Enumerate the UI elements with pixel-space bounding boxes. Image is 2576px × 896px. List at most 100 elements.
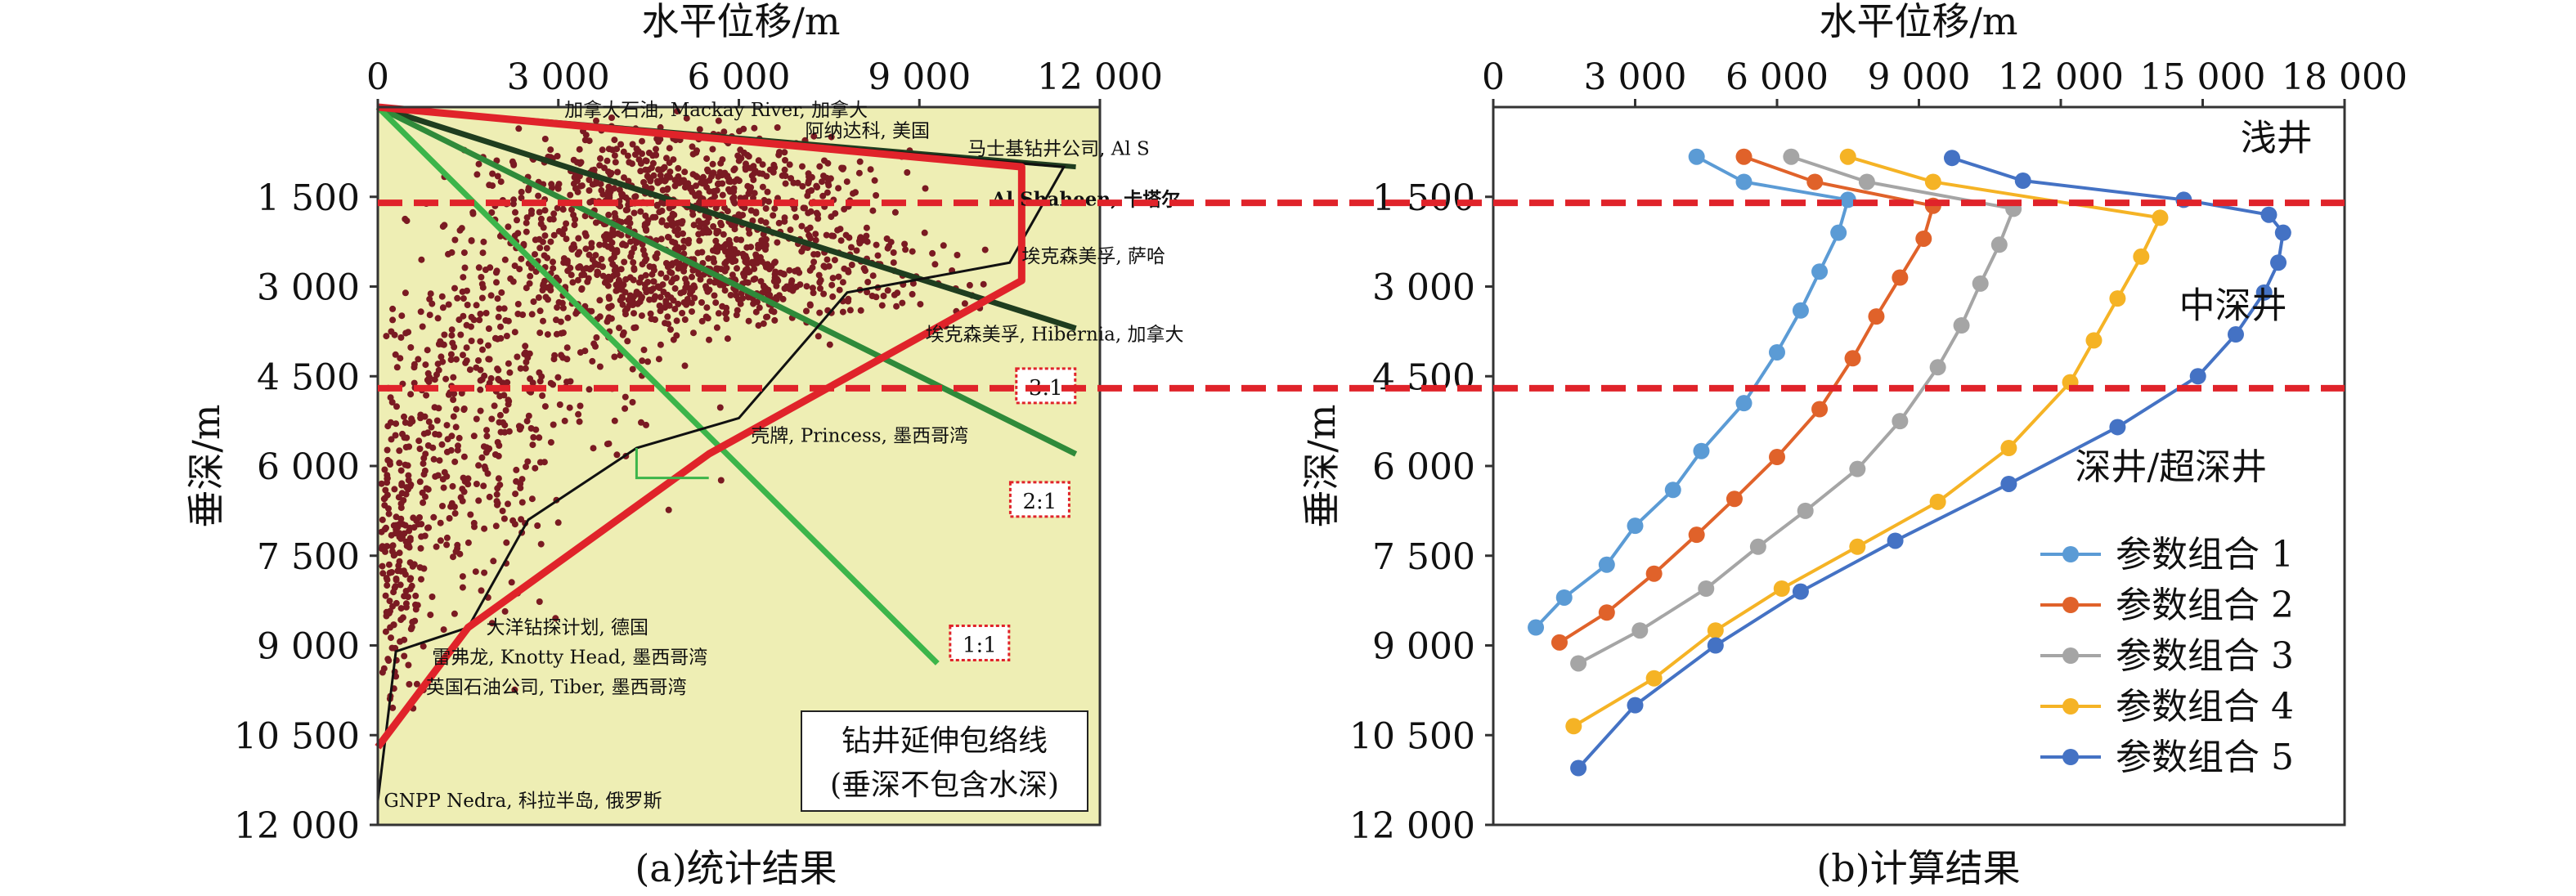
legend-item-2: 参数组合 2 xyxy=(2040,585,2294,626)
series-line xyxy=(1577,156,2285,769)
y-tick-label: 1 500 xyxy=(257,177,360,219)
x-tick-label: 3 000 xyxy=(1584,56,1687,98)
series-point xyxy=(1929,493,1946,510)
envelope-red-line xyxy=(375,103,1025,750)
y-tick-label: 4 500 xyxy=(257,356,360,398)
series-point xyxy=(1627,697,1644,714)
y-tick-label: 12 000 xyxy=(234,805,360,847)
legend-swatch-marker xyxy=(2062,749,2079,765)
legend-item-3: 参数组合 3 xyxy=(2040,635,2294,677)
x-tick-label: 6 000 xyxy=(688,56,791,98)
legend-label: 参数组合 2 xyxy=(2116,585,2294,626)
x-tick-label: 18 000 xyxy=(2282,56,2408,98)
y-tick-label: 3 000 xyxy=(1372,267,1475,309)
well-annotation: 加拿大石油, Mackay River, 加拿大 xyxy=(564,99,868,121)
panel-a-y-axis-label: 垂深/m xyxy=(184,404,228,527)
series-point xyxy=(1943,150,1960,167)
ratio-label-box xyxy=(1008,481,1070,518)
series-point xyxy=(2152,209,2169,226)
series-point xyxy=(1693,442,1710,459)
ratio-label: 1:1 xyxy=(963,634,997,658)
legend-label: 参数组合 1 xyxy=(2116,534,2294,576)
panel-b-x-ticks: 0 3 000 6 000 9 000 12 000 15 000 18 000 xyxy=(1482,56,2408,107)
zone-label: 中深井 xyxy=(2179,284,2287,326)
series-point xyxy=(1570,759,1587,777)
x-tick-label: 9 000 xyxy=(868,56,971,98)
series-point xyxy=(1528,619,1545,636)
ratio-line-1 xyxy=(376,104,1077,332)
legend-item-4: 参数组合 4 xyxy=(2040,686,2294,728)
legend-swatch-marker xyxy=(2062,546,2079,562)
well-annotation: 阿纳达科, 美国 xyxy=(805,121,930,142)
series-point xyxy=(1811,263,1829,280)
series-point xyxy=(1849,460,1866,477)
y-tick-label: 4 500 xyxy=(1372,356,1475,398)
well-annotation: GNPP Nedra, 科拉半岛, 俄罗斯 xyxy=(384,791,662,812)
well-annotation: 埃克森美孚, Hibernia, 加拿大 xyxy=(926,323,1184,345)
series-point xyxy=(1688,148,1705,165)
y-tick-label: 10 500 xyxy=(234,715,360,757)
series-point xyxy=(2189,368,2206,385)
ratio-line-2 xyxy=(376,104,1078,457)
series-point xyxy=(1797,502,1814,519)
x-tick-label: 9 000 xyxy=(1868,56,1971,98)
panel-b-x-axis-label: 水平位移/m xyxy=(1819,0,2017,43)
series-point xyxy=(1844,350,1861,367)
series-point xyxy=(1769,449,1785,466)
y-tick-label: 6 000 xyxy=(257,446,360,488)
series-point xyxy=(1598,604,1615,621)
series-point xyxy=(1990,236,2008,253)
series-point xyxy=(1565,718,1582,735)
legend-item-5: 参数组合 5 xyxy=(2040,737,2294,778)
x-tick-label: 12 000 xyxy=(1998,56,2124,98)
ratio-label: 2:1 xyxy=(1022,490,1057,514)
series-point xyxy=(2085,332,2103,349)
envelope-box-line-2: (垂深不包含水深) xyxy=(830,768,1059,802)
series-point xyxy=(1792,302,1809,319)
panel-a-envelope-legend-box: 钻井延伸包络线 (垂深不包含水深) xyxy=(801,710,1088,812)
panel-a-statistics: 0 3 000 6 000 9 000 12 000 1 500 3 000 4 500 6 … xyxy=(184,0,1183,890)
series-point xyxy=(1839,148,1856,165)
well-annotation: 英国石油公司, Tiber, 墨西哥湾 xyxy=(426,677,687,698)
panel-a-caption: (a)统计结果 xyxy=(635,846,837,890)
series-point xyxy=(1892,269,1909,286)
y-tick-label: 9 000 xyxy=(1372,626,1475,668)
series-point xyxy=(1769,343,1785,361)
panel-b-series-group xyxy=(1528,148,2291,777)
series-point xyxy=(1892,413,1909,430)
series-point xyxy=(1698,580,1715,597)
series-point xyxy=(2000,440,2017,457)
series-point xyxy=(2109,419,2126,436)
series-point xyxy=(1811,401,1829,418)
zone-label: 深井/超深井 xyxy=(2075,446,2267,488)
series-4 xyxy=(1565,148,2169,735)
x-tick-label: 6 000 xyxy=(1726,56,1829,98)
envelope-black-line xyxy=(376,105,1066,801)
panel-b-caption: (b)计算结果 xyxy=(1816,846,2020,890)
x-tick-label: 3 000 xyxy=(507,56,610,98)
series-point xyxy=(1887,532,1904,549)
well-annotation: 壳牌, Princess, 墨西哥湾 xyxy=(751,426,968,447)
series-point xyxy=(1735,173,1752,190)
series-point xyxy=(1645,565,1663,582)
series-point xyxy=(1749,538,1766,555)
series-point xyxy=(1830,224,1847,241)
series-point xyxy=(1929,359,1946,376)
series-point xyxy=(1631,622,1649,639)
series-point xyxy=(1858,173,1875,190)
panel-b-y-axis-label: 垂深/m xyxy=(1299,404,1344,527)
series-point xyxy=(1551,634,1568,651)
x-tick-label: 0 xyxy=(1482,56,1505,98)
series-point xyxy=(1726,491,1743,508)
series-3 xyxy=(1570,148,2022,672)
series-point xyxy=(2014,172,2031,189)
y-tick-label: 7 500 xyxy=(1372,536,1475,578)
series-point xyxy=(1645,670,1663,687)
series-point xyxy=(1627,517,1644,535)
panel-b-legend: 参数组合 1 参数组合 2 参数组合 3 参数组合 4 参数组合 5 xyxy=(2040,534,2294,778)
well-annotation: 埃克森美孚, 萨哈 xyxy=(1021,246,1165,267)
series-point xyxy=(1868,308,1885,325)
series-point xyxy=(1806,173,1824,190)
